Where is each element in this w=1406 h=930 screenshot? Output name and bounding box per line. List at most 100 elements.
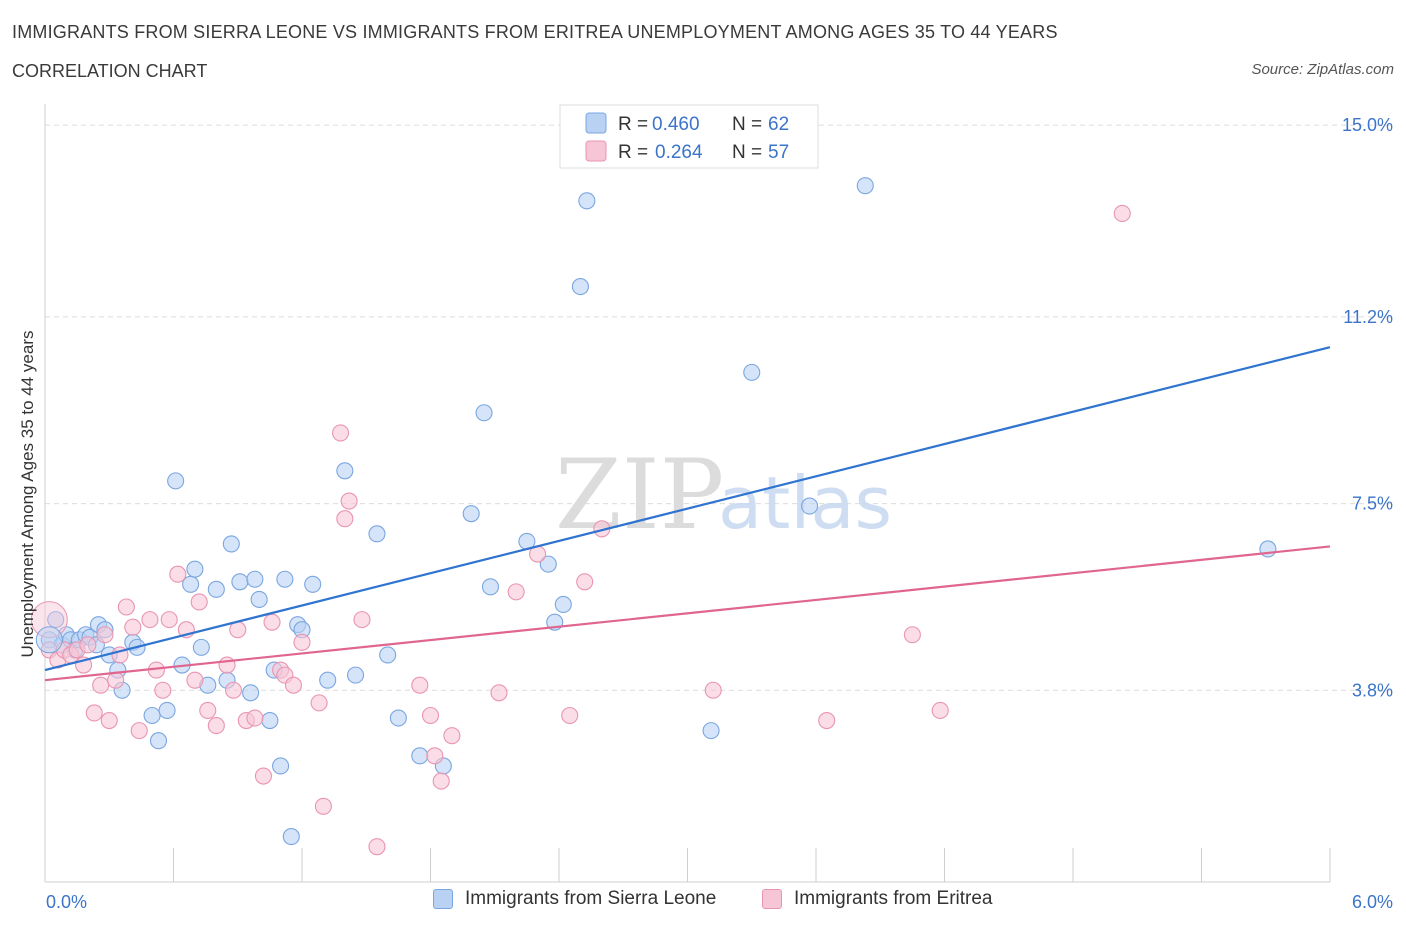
sierra-leone-point — [167, 472, 185, 490]
sierra-leone-point — [462, 505, 480, 523]
eritrea-point — [100, 711, 118, 730]
legend-label-sierra-leone: Immigrants from Sierra Leone — [465, 888, 717, 909]
sierra-leone-point — [389, 709, 407, 727]
legend-item-eritrea: Immigrants from Eritrea — [762, 888, 992, 910]
series-legend: Immigrants from Sierra Leone Immigrants … — [0, 888, 1406, 918]
legend-swatch-pink — [585, 140, 607, 162]
eritrea-point — [490, 684, 508, 702]
eritrea-point — [310, 694, 328, 712]
sierra-leone-point — [539, 555, 557, 573]
sierra-leone-point — [475, 404, 493, 422]
eritrea-point — [340, 492, 358, 510]
eritrea-point — [426, 747, 444, 765]
eritrea-point — [190, 593, 208, 611]
sierra-leone-point — [47, 611, 65, 629]
eritrea-point — [130, 722, 148, 740]
eritrea-point — [314, 797, 332, 815]
eritrea-point — [107, 671, 125, 689]
axis-layer: 3.8% 7.5% 11.2% 15.0% — [44, 104, 1393, 883]
eritrea-point — [1113, 204, 1131, 222]
sierra-leone-point — [319, 671, 337, 689]
legend-label-eritrea: Immigrants from Eritrea — [794, 888, 993, 909]
sierra-leone-point — [231, 573, 249, 591]
eritrea-point — [576, 573, 594, 591]
eritrea-point — [411, 676, 429, 694]
watermark-zip: ZIP — [555, 439, 724, 551]
eritrea-point — [903, 626, 921, 644]
eritrea-point — [421, 706, 440, 725]
legend-swatch-sierra-leone — [433, 889, 453, 909]
legend-swatch-blue — [585, 112, 607, 134]
eritrea-point — [331, 424, 350, 442]
sierra-leone-cluster-point — [35, 626, 63, 654]
eritrea-point — [336, 510, 354, 528]
sierra-leone-point — [272, 757, 290, 775]
sierra-leone-point — [282, 828, 300, 846]
eritrea-trendline — [44, 545, 1331, 682]
sierra-leone-point — [411, 747, 429, 765]
eritrea-point — [85, 704, 103, 722]
sierra-leone-point — [158, 701, 176, 719]
eritrea-point — [154, 681, 172, 699]
sierra-leone-point — [304, 575, 322, 593]
sierra-leone-point — [250, 590, 268, 608]
sierra-leone-point — [571, 278, 589, 296]
watermark: ZIP atlas — [555, 439, 892, 551]
sierra-leone-point — [702, 722, 720, 740]
eritrea-point — [224, 681, 243, 699]
eritrea-point — [263, 613, 281, 631]
legend-swatch-eritrea — [762, 889, 782, 909]
eritrea-point — [284, 676, 302, 694]
y-tick-label: 15.0% — [1342, 115, 1393, 135]
x-tick-label-min: 0.0% — [46, 892, 87, 912]
y-tick-label: 3.8% — [1352, 680, 1393, 700]
x-tick-label-max: 6.0% — [1352, 892, 1393, 912]
sierra-leone-point — [192, 638, 210, 656]
sierra-leone-point — [261, 711, 279, 730]
sierra-leone-point — [246, 570, 264, 588]
eritrea-point — [207, 717, 225, 735]
eritrea-point — [124, 618, 142, 636]
sierra-leone-point — [481, 578, 500, 596]
source-label: Source: ZipAtlas.com — [1251, 61, 1394, 78]
grid-layer — [45, 124, 1392, 691]
eritrea-point — [931, 701, 949, 719]
sierra-leone-point — [801, 497, 819, 515]
eritrea-point — [169, 565, 187, 583]
eritrea-point — [507, 583, 525, 601]
sierra-leone-point — [379, 646, 397, 664]
chart-subtitle: CORRELATION CHART — [12, 61, 208, 81]
legend-r-label-pink: R = — [618, 142, 648, 163]
points-layer — [30, 177, 1277, 856]
eritrea-point — [443, 727, 461, 745]
eritrea-point — [704, 681, 722, 699]
legend-n-value-blue: 62 — [768, 114, 789, 135]
eritrea-point — [818, 711, 836, 730]
legend-item-sierra-leone: Immigrants from Sierra Leone — [433, 888, 716, 910]
y-tick-label: 11.2% — [1343, 307, 1393, 327]
legend-n-label-pink: N = — [732, 142, 762, 163]
sierra-leone-point — [186, 560, 204, 578]
sierra-leone-point — [856, 177, 874, 195]
eritrea-point — [218, 656, 236, 674]
sierra-leone-point — [368, 525, 386, 543]
eritrea-point — [141, 611, 159, 629]
sierra-leone-point — [554, 595, 572, 614]
eritrea-point — [246, 709, 264, 727]
sierra-leone-point — [242, 684, 260, 702]
eritrea-point — [186, 671, 204, 689]
y-tick-label: 7.5% — [1352, 494, 1393, 514]
sierra-leone-point — [143, 706, 161, 725]
legend-n-label-blue: N = — [732, 114, 762, 135]
sierra-leone-point — [207, 580, 225, 598]
eritrea-point — [92, 676, 110, 694]
sierra-leone-point — [336, 462, 354, 480]
chart-title: IMMIGRANTS FROM SIERRA LEONE VS IMMIGRAN… — [12, 22, 1058, 42]
eritrea-point — [353, 611, 371, 629]
trend-layer — [44, 346, 1331, 682]
sierra-leone-point — [578, 192, 596, 210]
y-axis-label: Unemployment Among Ages 35 to 44 years — [18, 331, 37, 658]
sierra-leone-point — [346, 666, 365, 684]
sierra-leone-point — [743, 363, 761, 381]
